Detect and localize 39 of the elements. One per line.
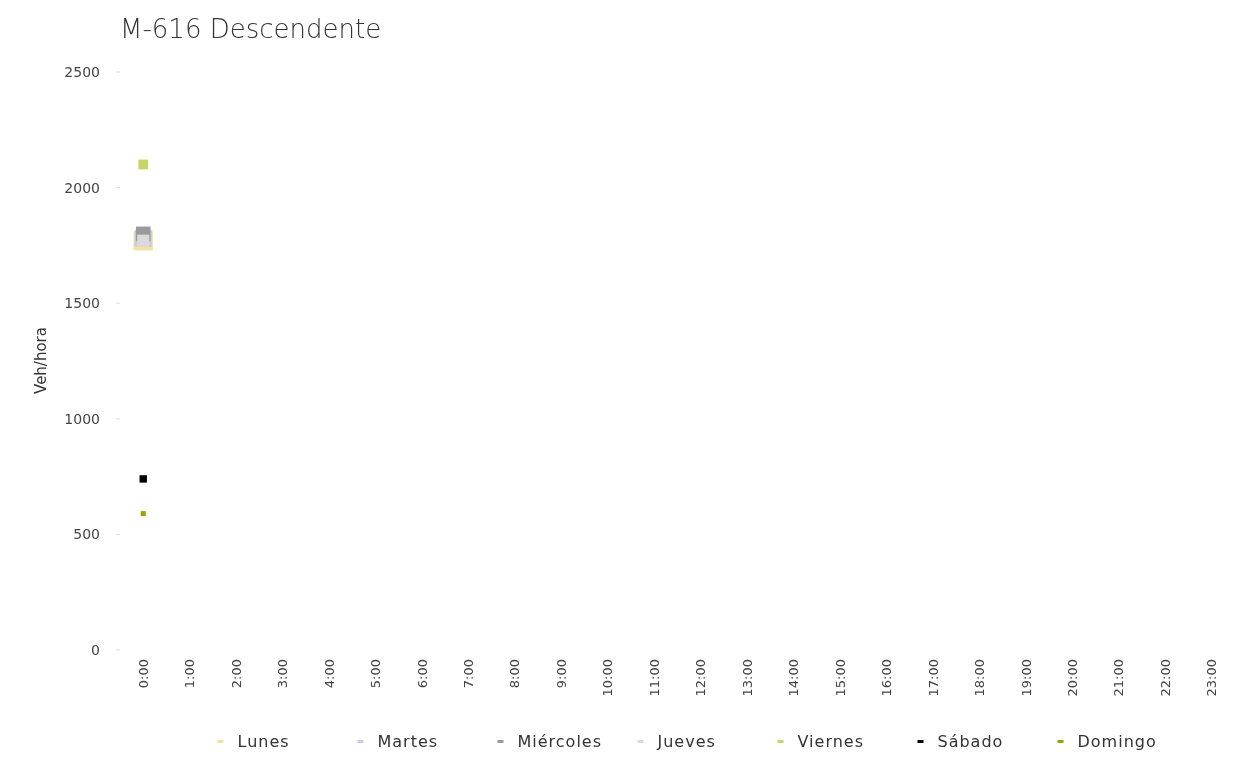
x-tick-label: 6:00 bbox=[414, 659, 430, 689]
x-tick-label: 14:00 bbox=[786, 659, 802, 697]
x-tick-label: 8:00 bbox=[507, 659, 523, 689]
x-tick-label: 15:00 bbox=[832, 659, 848, 697]
x-tick-label: 11:00 bbox=[646, 659, 662, 697]
x-tick-label: 1:00 bbox=[182, 659, 198, 689]
x-tick-label: 13:00 bbox=[739, 659, 755, 697]
x-tick-label: 22:00 bbox=[1157, 659, 1173, 697]
x-tick-label: 7:00 bbox=[460, 659, 476, 689]
chart-title: M-616 Descendente bbox=[120, 14, 382, 44]
y-tick-label: 2500 bbox=[64, 63, 100, 80]
x-tick-label: 18:00 bbox=[972, 659, 988, 697]
y-tick-label: 1000 bbox=[64, 410, 100, 427]
x-tick-label: 21:00 bbox=[1111, 659, 1127, 697]
y-tick-label: 0 bbox=[91, 641, 100, 658]
legend-label: Martes bbox=[377, 732, 439, 751]
x-tick-label: 17:00 bbox=[925, 659, 941, 697]
y-tick-label: 1500 bbox=[64, 295, 100, 312]
x-tick-label: 20:00 bbox=[1064, 659, 1080, 697]
x-tick-label: 16:00 bbox=[879, 659, 895, 697]
x-tick-label: 19:00 bbox=[1018, 659, 1034, 697]
x-tick-label: 4:00 bbox=[321, 659, 337, 689]
x-tick-label: 3:00 bbox=[275, 659, 291, 689]
x-tick-label: 5:00 bbox=[368, 659, 384, 689]
x-tick-label: 12:00 bbox=[693, 659, 709, 697]
legend-label: Domingo bbox=[1077, 732, 1157, 751]
x-tick-label: 2:00 bbox=[228, 659, 244, 689]
x-tick-label: 10:00 bbox=[600, 659, 616, 697]
y-axis-title: Veh/hora bbox=[32, 327, 50, 394]
x-tick-label: 23:00 bbox=[1204, 659, 1220, 697]
legend-label: Sábado bbox=[937, 732, 1004, 751]
y-tick-label: 2000 bbox=[64, 179, 100, 196]
legend-label: Lunes bbox=[237, 732, 290, 751]
y-tick-label: 500 bbox=[73, 526, 100, 543]
x-tick-label: 9:00 bbox=[553, 659, 569, 689]
legend-label: Jueves bbox=[656, 732, 716, 751]
legend-label: Viernes bbox=[797, 732, 864, 751]
legend-label: Miércoles bbox=[517, 732, 603, 751]
x-tick-label: 0:00 bbox=[135, 659, 151, 689]
